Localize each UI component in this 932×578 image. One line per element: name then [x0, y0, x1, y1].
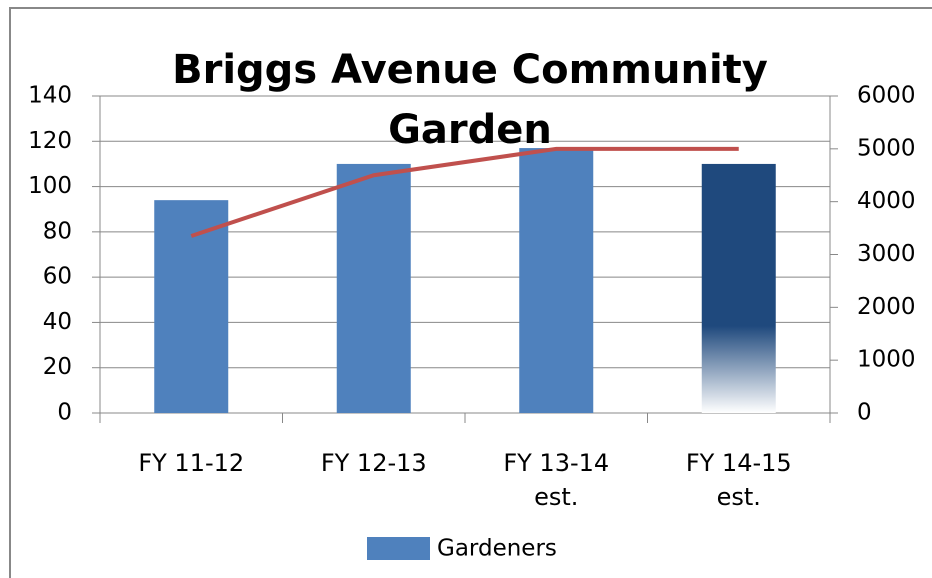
legend-swatch [367, 537, 430, 560]
y-tick-label: 40 [43, 309, 72, 335]
y2-tick-label: 2000 [857, 294, 916, 320]
x-tick-label: FY 12-13 [320, 449, 427, 477]
bar [701, 163, 776, 413]
y-tick-label: 120 [28, 128, 72, 154]
line [190, 146, 739, 238]
y2-tick-label: 5000 [857, 135, 916, 161]
x-tick-label: FY 11-12 [138, 449, 245, 477]
y-tick-label: 20 [43, 354, 72, 380]
y2-tick-label: 0 [857, 400, 872, 426]
y-tick-label: 80 [43, 218, 72, 244]
y2-tick-label: 4000 [857, 188, 916, 214]
bar [519, 148, 594, 414]
x-tick-label: FY 13-14 est. [503, 449, 610, 511]
y-tick-label: 140 [28, 83, 72, 109]
x-tick-label: FY 14-15 est. [685, 449, 792, 511]
bar [154, 200, 229, 413]
y-tick-label: 60 [43, 264, 72, 290]
y-tick-label: 100 [28, 173, 72, 199]
legend-label: Gardeners [437, 536, 557, 562]
y2-tick-label: 6000 [857, 83, 916, 109]
bar [336, 163, 411, 413]
chart-frame [9, 7, 932, 578]
y2-tick-label: 1000 [857, 347, 916, 373]
y-tick-label: 0 [57, 400, 72, 426]
chart-title: Briggs Avenue Community Garden [172, 47, 768, 153]
y2-tick-label: 3000 [857, 241, 916, 267]
